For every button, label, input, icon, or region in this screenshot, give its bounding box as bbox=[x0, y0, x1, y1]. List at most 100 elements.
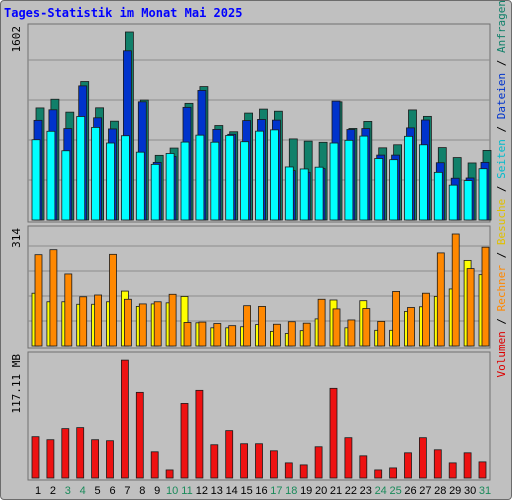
bar-volume-day-28 bbox=[433, 449, 442, 479]
bar-hosts-day-21 bbox=[332, 308, 341, 347]
bar-pages-day-31 bbox=[478, 168, 488, 221]
legend-entry-seiten: Seiten bbox=[495, 139, 508, 179]
x-tick-label-day-11: 11 bbox=[181, 485, 192, 497]
legend-entry-anfragen: Anfragen bbox=[495, 0, 508, 53]
bar-volume-day-1 bbox=[31, 436, 40, 479]
bar-volume-day-8 bbox=[135, 391, 144, 479]
x-tick-label-day-18: 18 bbox=[285, 485, 297, 497]
x-tick-label-day-23: 23 bbox=[360, 485, 372, 497]
bar-pages-day-3 bbox=[61, 150, 71, 221]
x-tick-label-day-9: 9 bbox=[154, 485, 160, 497]
bar-pages-day-4 bbox=[76, 116, 86, 221]
bar-hosts-day-18 bbox=[287, 321, 296, 347]
bar-hosts-day-23 bbox=[362, 308, 371, 347]
x-tick-label-day-5: 5 bbox=[95, 485, 101, 497]
x-tick-label-day-13: 13 bbox=[211, 485, 223, 497]
legend-separator: / bbox=[495, 245, 508, 265]
bar-volume-day-18 bbox=[284, 462, 293, 479]
bar-volume-day-21 bbox=[329, 387, 338, 479]
bar-pages-day-26 bbox=[404, 135, 413, 221]
x-tick-label-day-21: 21 bbox=[330, 485, 342, 497]
bar-pages-day-5 bbox=[91, 127, 100, 221]
x-tick-label-day-31: 31 bbox=[479, 485, 491, 497]
bar-pages-day-28 bbox=[433, 171, 443, 221]
bar-volume-day-20 bbox=[314, 446, 323, 479]
bar-pages-day-12 bbox=[195, 134, 205, 221]
x-tick-label-day-7: 7 bbox=[124, 485, 130, 497]
y-axis-max-label: 1602 bbox=[10, 26, 23, 53]
x-tick-label-day-16: 16 bbox=[255, 485, 267, 497]
bar-pages-day-8 bbox=[135, 151, 145, 221]
x-tick-label-day-20: 20 bbox=[315, 485, 327, 497]
bar-hosts-day-9 bbox=[153, 301, 162, 347]
bar-pages-day-24 bbox=[374, 158, 384, 221]
bar-pages-day-25 bbox=[389, 159, 399, 221]
bar-pages-day-21 bbox=[329, 142, 339, 221]
bar-volume-day-23 bbox=[359, 455, 368, 479]
x-tick-label-day-2: 2 bbox=[50, 485, 56, 497]
x-tick-label-day-12: 12 bbox=[196, 485, 208, 497]
legend-separator: / bbox=[495, 311, 508, 332]
bar-pages-day-1 bbox=[31, 139, 41, 221]
bar-pages-day-2 bbox=[46, 130, 56, 221]
panel-1: 1602 bbox=[10, 23, 492, 223]
panel-3: 117.11 MB bbox=[10, 351, 491, 481]
bar-volume-day-3 bbox=[61, 428, 70, 479]
series-legend: Volumen / Rechner / Besuche / Seiten / D… bbox=[494, 0, 510, 490]
bar-hosts-day-25 bbox=[392, 291, 401, 347]
x-tick-label-day-25: 25 bbox=[389, 485, 401, 497]
x-tick-label-day-22: 22 bbox=[345, 485, 357, 497]
bar-volume-day-31 bbox=[478, 461, 487, 479]
x-tick-label-day-17: 17 bbox=[270, 485, 282, 497]
bar-pages-day-27 bbox=[418, 144, 428, 221]
bar-volume-day-19 bbox=[299, 464, 308, 479]
bar-volume-day-2 bbox=[46, 439, 55, 479]
bar-hosts-day-26 bbox=[407, 307, 415, 347]
bar-pages-day-9 bbox=[150, 163, 160, 221]
legend-entry-volumen: Volumen bbox=[495, 331, 508, 378]
bar-volume-day-6 bbox=[106, 440, 114, 479]
bar-volume-day-12 bbox=[195, 389, 204, 479]
x-tick-label-day-19: 19 bbox=[300, 485, 312, 497]
x-tick-label-day-8: 8 bbox=[139, 485, 145, 497]
bar-volume-day-26 bbox=[404, 452, 412, 479]
bar-volume-day-27 bbox=[418, 437, 427, 479]
legend-entry-rechner: Rechner bbox=[495, 264, 508, 312]
bar-volume-day-4 bbox=[76, 427, 85, 479]
bar-hosts-day-7 bbox=[124, 298, 132, 347]
bar-pages-day-18 bbox=[284, 166, 294, 221]
legend-separator: / bbox=[495, 119, 508, 140]
bar-volume-day-7 bbox=[121, 359, 129, 479]
bar-hosts-day-5 bbox=[94, 294, 102, 347]
bar-volume-day-9 bbox=[150, 451, 159, 479]
bar-volume-day-17 bbox=[269, 450, 278, 479]
bar-hosts-day-15 bbox=[243, 305, 252, 347]
bar-pages-day-6 bbox=[106, 142, 115, 221]
x-tick-label-day-29: 29 bbox=[449, 485, 461, 497]
x-tick-label-day-28: 28 bbox=[434, 485, 446, 497]
bar-pages-day-30 bbox=[463, 180, 473, 221]
bar-hosts-day-1 bbox=[34, 254, 43, 347]
bar-hosts-day-13 bbox=[213, 323, 222, 347]
legend-entry-dateien: Dateien bbox=[495, 72, 508, 120]
bar-volume-day-14 bbox=[225, 430, 234, 479]
bar-hosts-day-16 bbox=[258, 306, 266, 347]
bar-hosts-day-11 bbox=[183, 322, 192, 347]
bar-hosts-day-27 bbox=[421, 292, 430, 347]
bar-volume-day-15 bbox=[240, 443, 249, 479]
bar-pages-day-15 bbox=[240, 141, 250, 221]
bar-pages-day-10 bbox=[165, 153, 175, 221]
x-tick-label-day-27: 27 bbox=[419, 485, 431, 497]
bar-hosts-day-22 bbox=[347, 319, 356, 347]
bar-pages-day-29 bbox=[448, 184, 458, 221]
legend-entry-besuche: Besuche bbox=[495, 198, 508, 246]
x-tick-label-day-3: 3 bbox=[65, 485, 71, 497]
x-tick-label-day-4: 4 bbox=[80, 485, 86, 497]
bar-pages-day-16 bbox=[255, 130, 264, 221]
bar-hosts-day-3 bbox=[64, 273, 73, 347]
bar-pages-day-13 bbox=[210, 141, 220, 221]
bar-volume-day-16 bbox=[255, 443, 263, 479]
x-tick-label-day-24: 24 bbox=[375, 485, 387, 497]
bar-hosts-day-29 bbox=[451, 233, 460, 347]
